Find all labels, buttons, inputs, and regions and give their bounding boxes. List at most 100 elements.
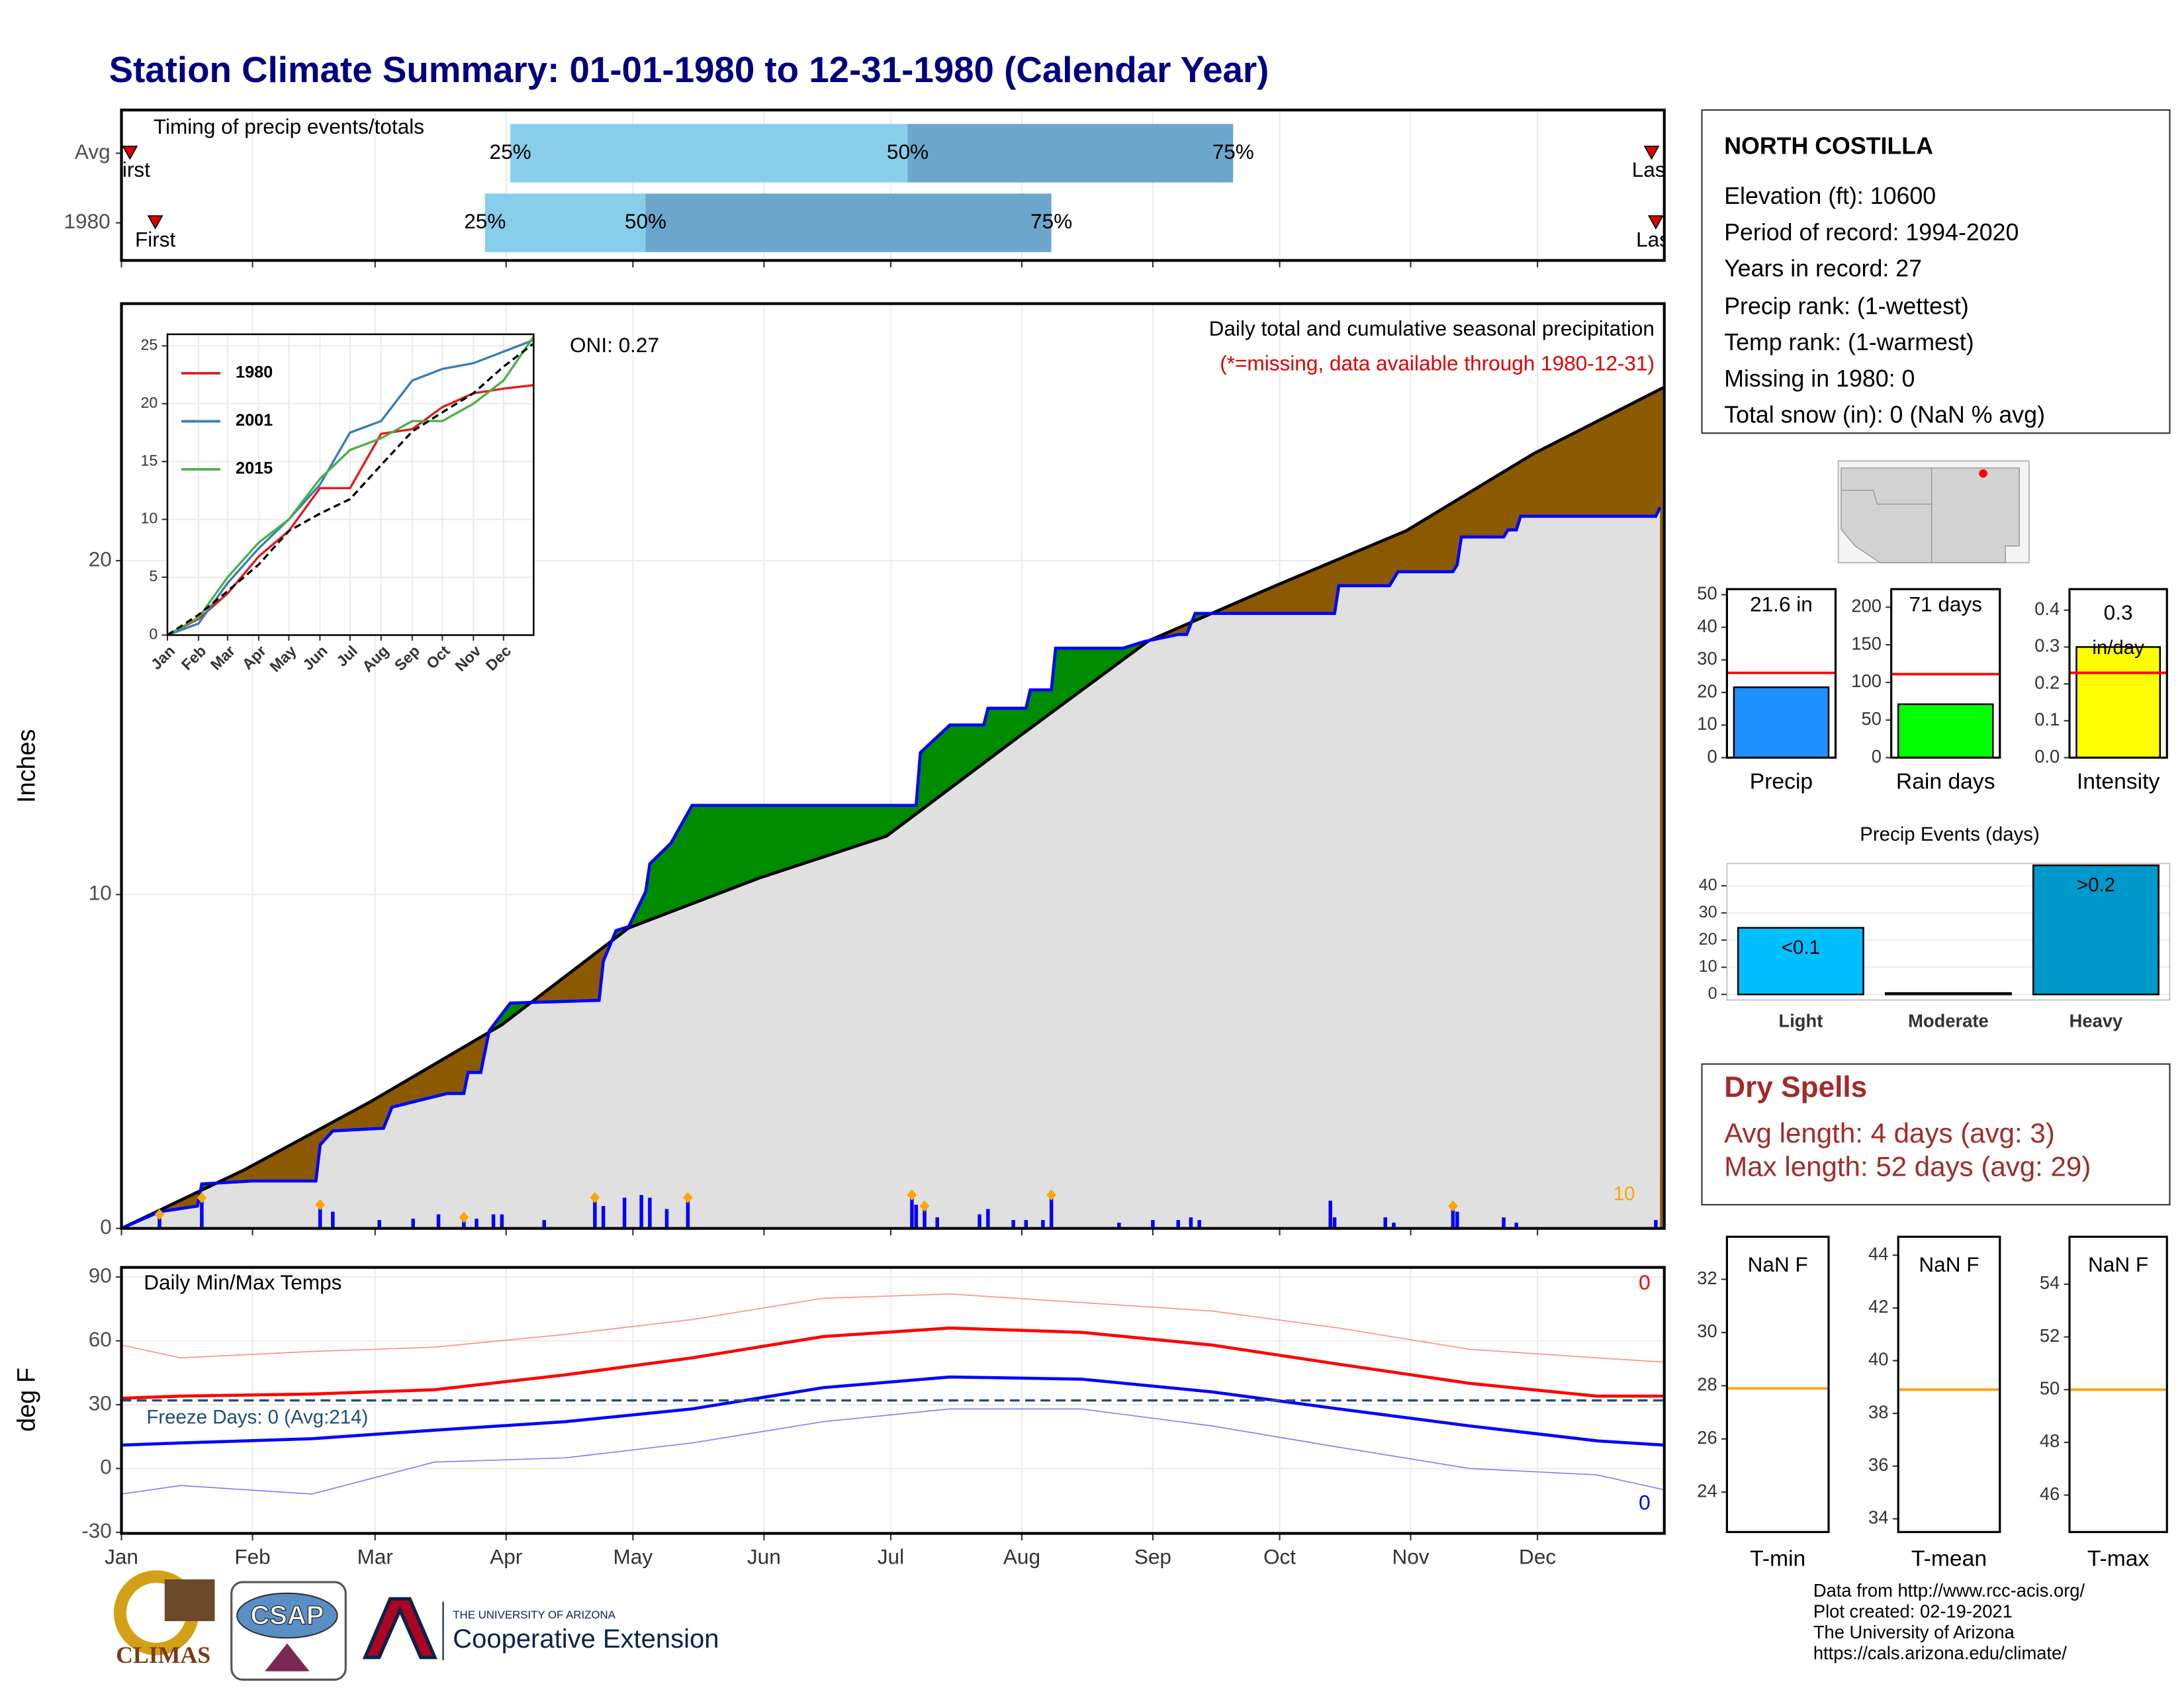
locator-map: [1837, 460, 2030, 564]
precip-frame: [120, 302, 1666, 1230]
min-count: 0: [1639, 1491, 1651, 1515]
x-tick-label: Moderate: [1908, 1011, 1989, 1031]
daily-bar: [1451, 1205, 1455, 1229]
dry-spells-title: Dry Spells: [1724, 1071, 1867, 1103]
daily-bar: [331, 1211, 335, 1229]
marker-label: Last: [1632, 158, 1672, 181]
y-tick-label: 0.0: [2034, 746, 2060, 767]
daily-bar: [1383, 1217, 1387, 1229]
daily-bar: [914, 1204, 918, 1229]
flag-marker: [907, 1189, 917, 1201]
flag-marker: [197, 1192, 207, 1203]
value-label: NaN F: [1919, 1252, 1979, 1276]
freeze-label: Freeze Days: 0 (Avg:214): [146, 1407, 368, 1429]
daily-bar: [686, 1197, 690, 1229]
x-tick-label: Heavy: [2070, 1011, 2123, 1031]
x-tick-label: Jul: [878, 1545, 904, 1569]
flag-marker: [590, 1192, 600, 1203]
marker-label: First: [135, 227, 176, 251]
unit-label: in/day: [2092, 637, 2144, 659]
y-tick-label: 50: [2040, 1378, 2060, 1399]
legend-label: 2001: [236, 411, 273, 430]
inset-line: [167, 336, 535, 636]
daily-bar: [986, 1209, 990, 1229]
y-tick-label: 0.4: [2034, 598, 2060, 619]
y-tick-label: 0: [1708, 984, 1717, 1003]
quartile-label: 50%: [625, 209, 666, 233]
y-tick-label: 52: [2040, 1325, 2060, 1346]
temp-box-label: T-max: [2087, 1546, 2150, 1571]
temp-box-frame: [2068, 1235, 2168, 1533]
temp-line: [121, 1408, 1664, 1495]
y-tick-label: 30: [1697, 648, 1717, 669]
logo-a: [362, 1597, 437, 1660]
dry-spells-line: Avg length: 4 days (avg: 3): [1724, 1117, 2055, 1149]
y-tick-label: 20: [1697, 680, 1717, 701]
logo-text: Cooperative Extension: [453, 1624, 719, 1654]
y-tick-label: 0: [1872, 746, 1882, 767]
legend-label: 2015: [236, 459, 273, 478]
daily-bar: [1151, 1220, 1155, 1229]
y-tick-label: 20: [141, 394, 158, 411]
daily-bar: [622, 1197, 627, 1229]
station-line: Total snow (in): 0 (NaN % avg): [1724, 402, 2045, 428]
credit-line: https://cals.arizona.edu/climate/: [1813, 1643, 2067, 1664]
daily-bar: [1176, 1220, 1180, 1229]
quartile-bar: [907, 124, 1234, 183]
value-label: 0.3: [2104, 600, 2133, 624]
credit-line: Data from http://www.rcc-acis.org/: [1813, 1580, 2085, 1601]
y-tick-label: 100: [1851, 671, 1882, 691]
x-tick-label: Nov: [1392, 1545, 1429, 1569]
y-tick-label: 5: [149, 567, 158, 585]
ua-logo: THE UNIVERSITY OF ARIZONA Cooperative Ex…: [362, 1597, 719, 1660]
event-bar: [1737, 927, 1864, 996]
daily-bar: [475, 1219, 478, 1229]
daily-bar: [1041, 1220, 1045, 1229]
y-tick-label: 48: [2040, 1430, 2060, 1451]
y-tick-label: 150: [1851, 633, 1882, 653]
oni-label: ONI: 0.27: [570, 333, 659, 357]
summary-label: Intensity: [2077, 769, 2160, 794]
station-line: Missing in 1980: 0: [1724, 365, 1915, 392]
inset-line: [167, 339, 534, 636]
y-tick-label: 10: [1699, 957, 1717, 976]
y-tick-label: 60: [89, 1327, 112, 1351]
quartile-label: 25%: [490, 140, 531, 164]
summary-frame: [1725, 588, 1837, 759]
daily-bar: [1011, 1220, 1015, 1229]
x-tick-label: Oct: [1263, 1545, 1296, 1569]
y-tick-label: 28: [1697, 1374, 1717, 1395]
daily-bar: [436, 1214, 441, 1229]
bar-label: <0.1: [1782, 937, 1820, 959]
y-tick-label: 20: [1699, 930, 1717, 949]
daily-bar: [1654, 1220, 1658, 1229]
quartile-label: 75%: [1030, 209, 1072, 233]
y-tick-label: 42: [1868, 1296, 1888, 1317]
summary-frame: [2068, 588, 2168, 759]
y-tick-label: 46: [2040, 1483, 2060, 1504]
summary-label: Rain days: [1896, 769, 1995, 794]
station-name: NORTH COSTILLA: [1724, 132, 1933, 159]
y-tick-label: 10: [1697, 714, 1717, 734]
daily-bar: [978, 1214, 981, 1229]
y-tick-label: 20: [89, 547, 112, 571]
y-axis-label: Inches: [13, 729, 41, 803]
page-title: Station Climate Summary: 01-01-1980 to 1…: [109, 49, 1269, 90]
temps-frame: [120, 1266, 1666, 1535]
summary-bar: [2075, 646, 2161, 759]
logo-block: [164, 1579, 215, 1622]
x-tick-label: Jan: [105, 1545, 138, 1569]
daily-bar: [1328, 1200, 1332, 1229]
panel-bg: [1727, 1237, 1829, 1532]
panel-bg: [1898, 1237, 2000, 1532]
y-tick-label: 0: [149, 626, 158, 643]
cumulative-line: [120, 506, 1662, 1230]
daily-bar: [639, 1195, 643, 1229]
map-state: [1931, 467, 2020, 563]
y-tick-label: 15: [141, 451, 158, 469]
y-tick-label: 90: [89, 1263, 112, 1287]
y-tick-label: 50: [1862, 708, 1882, 729]
panel-title: Daily Min/Max Temps: [144, 1270, 341, 1294]
daily-bar: [318, 1204, 322, 1229]
